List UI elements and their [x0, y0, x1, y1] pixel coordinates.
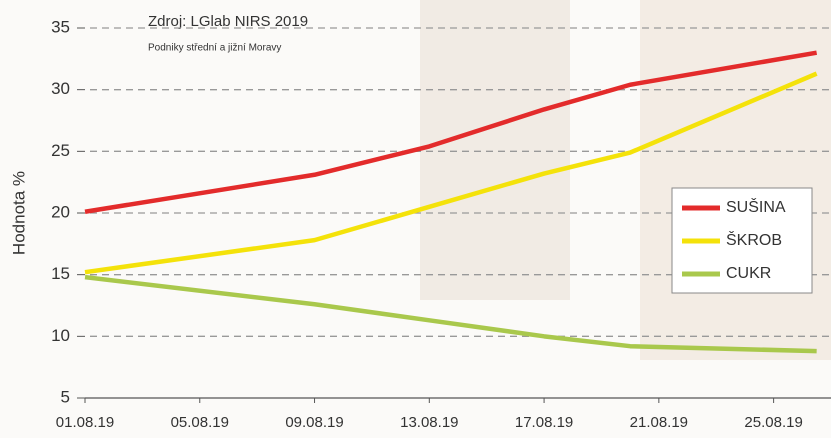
legend-label: ŠKROB: [726, 230, 782, 249]
y-tick-label: 20: [51, 202, 70, 221]
y-tick-label: 30: [51, 79, 70, 98]
x-tick-label: 25.08.19: [744, 414, 802, 431]
legend-label: SUŠINA: [726, 197, 786, 216]
series-line: [84, 274, 817, 354]
x-tick-label: 13.08.19: [400, 414, 458, 431]
y-tick-label: 15: [51, 264, 70, 283]
series-line: [84, 71, 818, 275]
x-tick-label: 09.08.19: [285, 414, 343, 431]
x-tick-label: 01.08.19: [56, 414, 114, 431]
series-line: [84, 50, 818, 214]
y-tick-label: 25: [51, 141, 70, 160]
photo-area: [420, 0, 570, 300]
source-note: Zdroj: LGlab NIRS 2019: [148, 13, 308, 30]
y-tick-label: 35: [51, 17, 70, 36]
legend-label: CUKR: [726, 265, 771, 282]
photo-area: [640, 0, 831, 360]
y-tick-label: 10: [51, 326, 70, 345]
x-tick-label: 21.08.19: [630, 414, 688, 431]
y-tick-label: 5: [61, 387, 70, 406]
x-tick-label: 05.08.19: [171, 414, 229, 431]
region-note: Podniky střední a jižní Moravy: [148, 43, 281, 54]
x-tick-label: 17.08.19: [515, 414, 573, 431]
y-axis-label: Hodnota %: [9, 171, 28, 255]
